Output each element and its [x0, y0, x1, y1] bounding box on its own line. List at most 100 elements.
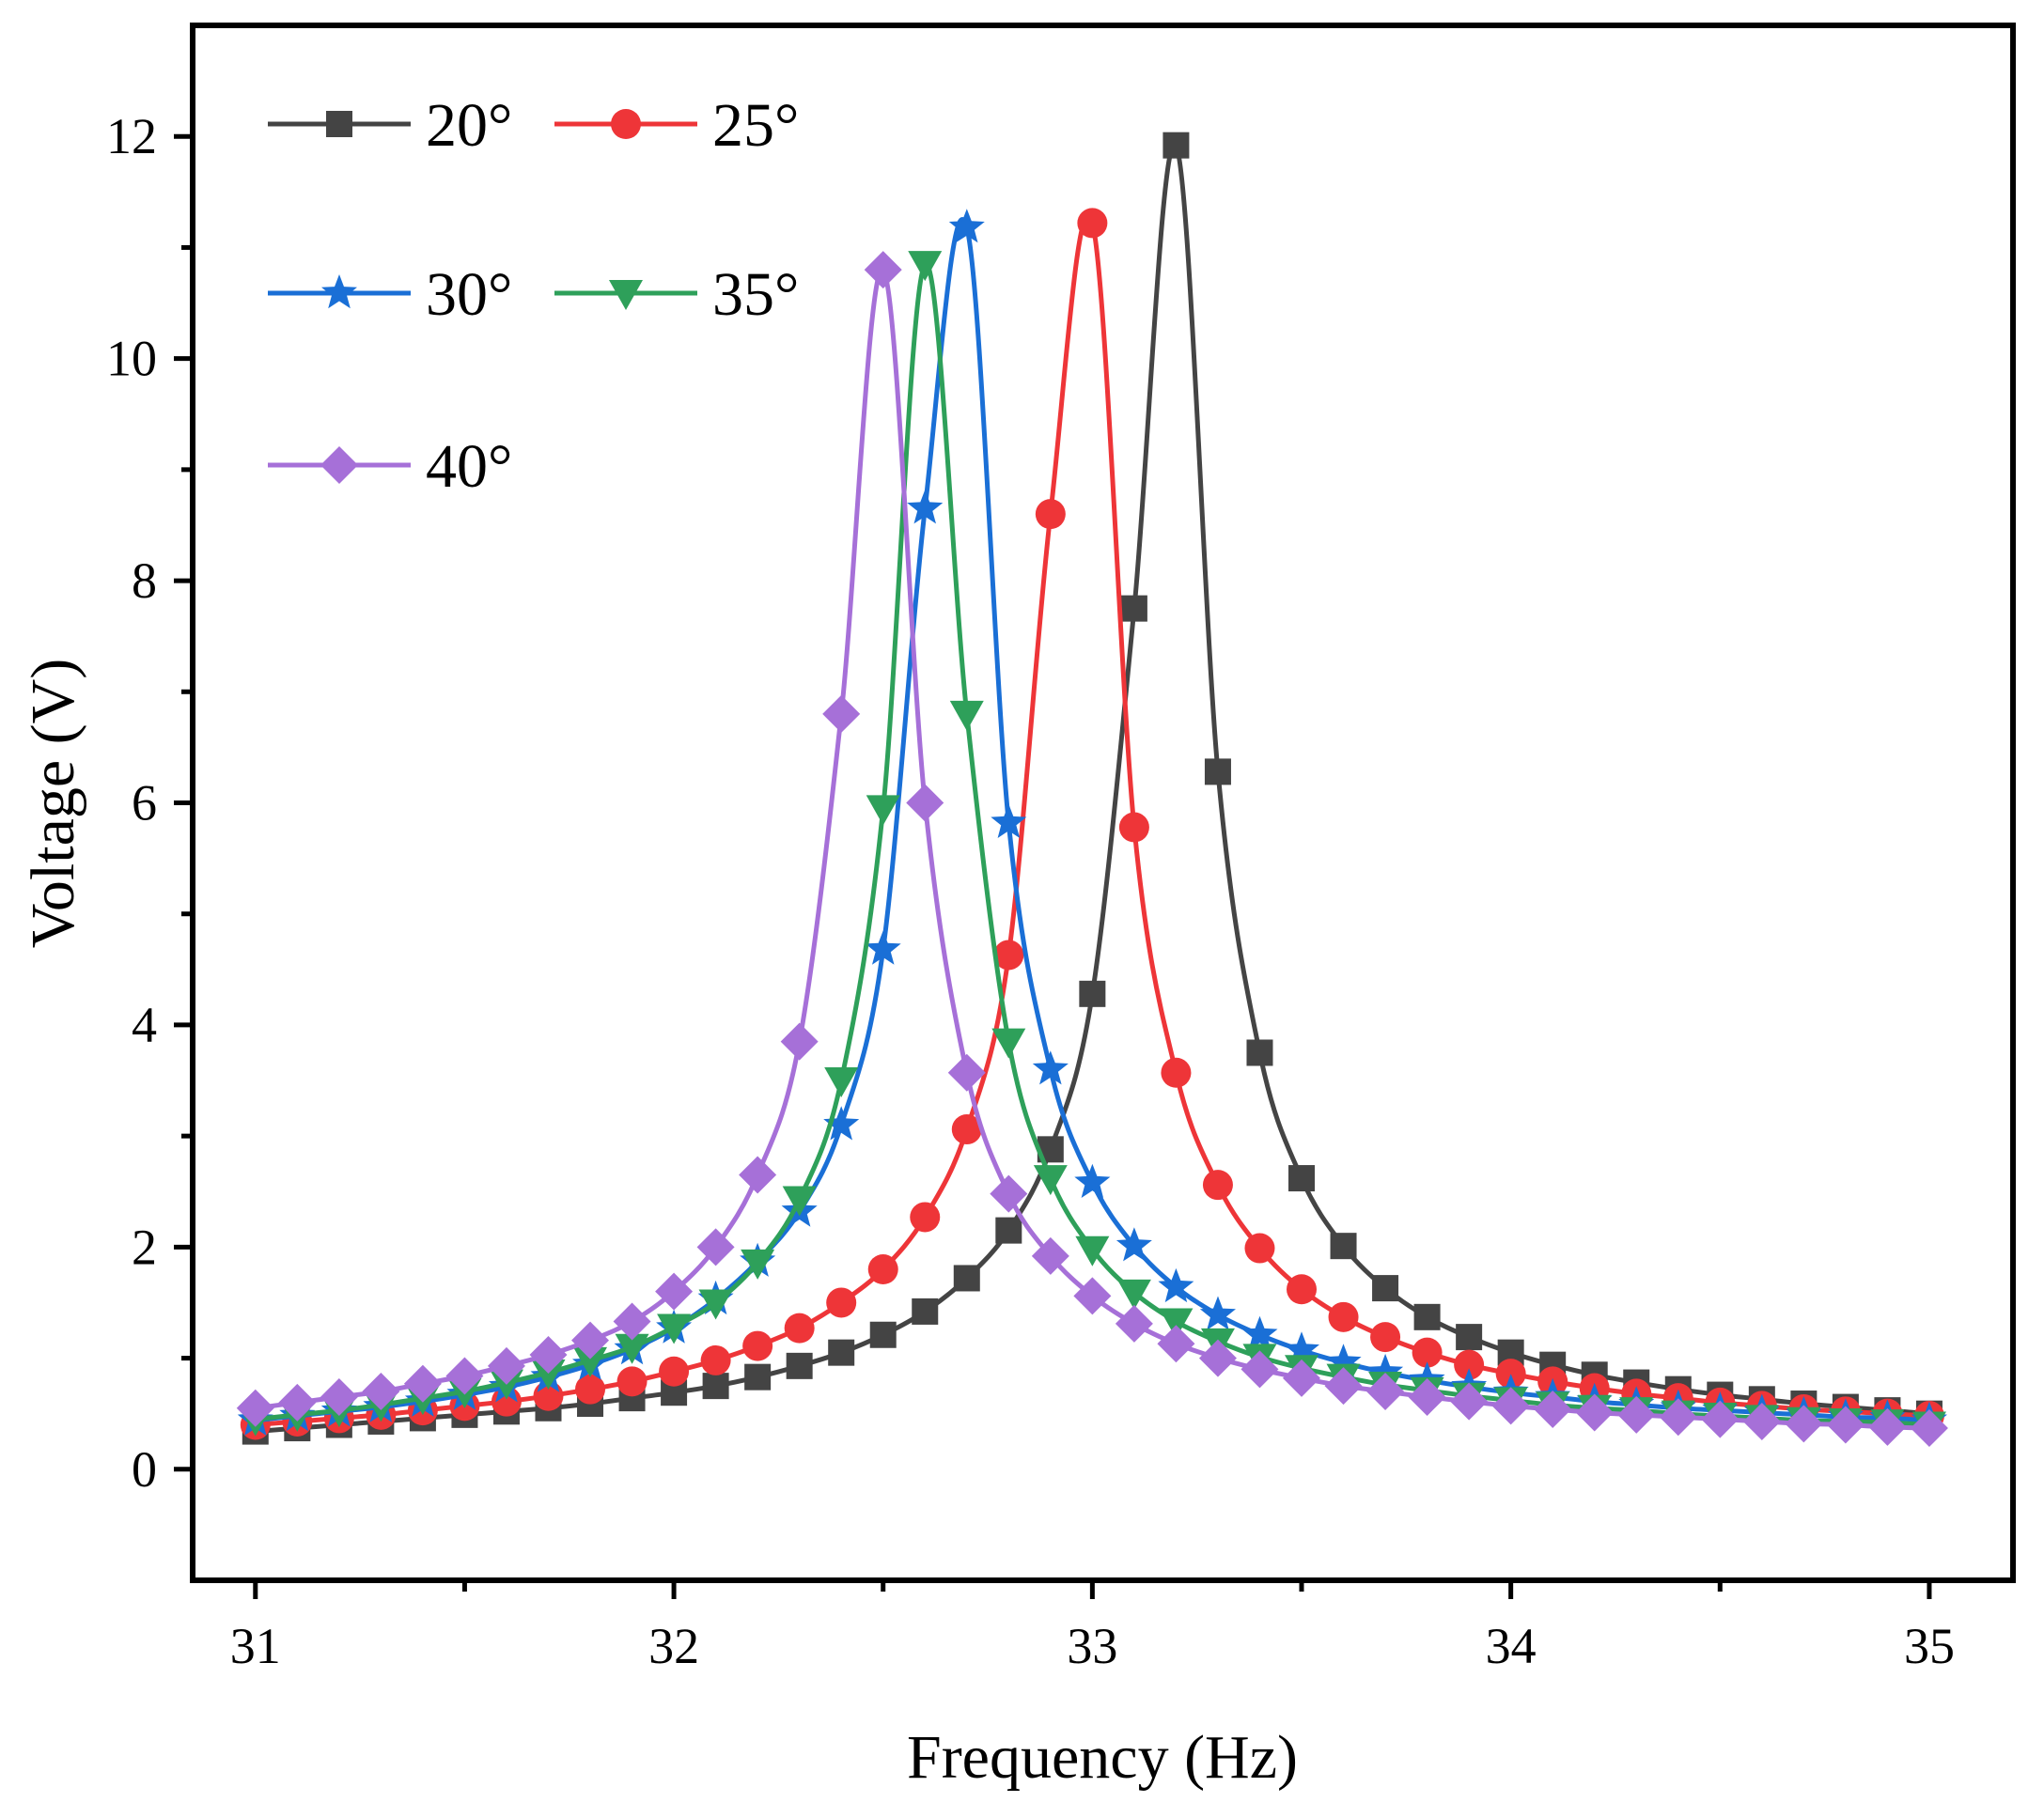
y-tick-label: 6	[132, 775, 157, 831]
data-point	[1075, 1235, 1110, 1266]
data-point	[782, 1186, 817, 1217]
data-point	[529, 1336, 568, 1375]
data-point	[1785, 1405, 1823, 1443]
data-point	[1324, 1367, 1363, 1406]
data-point	[1077, 208, 1108, 239]
legend-label: 35°	[712, 260, 799, 329]
data-point	[1456, 1324, 1483, 1351]
data-point	[906, 784, 944, 822]
data-point	[1116, 1279, 1151, 1310]
data-point	[1287, 1274, 1318, 1305]
data-point	[1372, 1275, 1399, 1302]
data-point	[953, 1265, 980, 1292]
data-point	[864, 251, 902, 289]
data-point	[1284, 1331, 1319, 1366]
data-point	[1240, 1350, 1279, 1389]
data-point	[613, 1302, 651, 1341]
data-point	[700, 1344, 731, 1375]
data-point	[910, 1202, 941, 1233]
data-point	[1073, 1277, 1112, 1315]
y-tick-label: 4	[132, 997, 157, 1053]
data-point	[1116, 1227, 1152, 1262]
data-point	[1910, 1409, 1948, 1448]
data-point	[907, 489, 944, 524]
data-point	[867, 1254, 898, 1284]
x-axis-title: Frequency (Hz)	[907, 1723, 1298, 1792]
series-layer	[236, 132, 1948, 1448]
data-point	[865, 930, 901, 965]
legend-item: 25°	[554, 91, 799, 160]
data-point	[573, 1346, 608, 1377]
data-point	[1244, 1233, 1275, 1264]
data-point	[1074, 1163, 1111, 1198]
data-point	[948, 209, 985, 243]
data-point	[784, 1313, 815, 1344]
data-point	[531, 1359, 566, 1390]
data-point	[1246, 1039, 1273, 1066]
data-point	[1868, 1407, 1907, 1446]
data-point	[616, 1366, 648, 1397]
data-point	[786, 1352, 813, 1379]
data-point	[1408, 1377, 1446, 1416]
data-point	[947, 1053, 986, 1092]
data-point	[575, 1374, 606, 1405]
data-point	[1575, 1393, 1614, 1432]
data-point	[1115, 1304, 1153, 1343]
data-point	[1370, 1322, 1401, 1353]
data-point	[1158, 1267, 1194, 1303]
x-tick-label: 33	[1067, 1618, 1117, 1674]
data-point	[822, 694, 861, 733]
legend-item: 20°	[268, 91, 512, 160]
data-point	[1288, 1165, 1316, 1192]
plot-frame	[190, 23, 2016, 1583]
data-point	[655, 1272, 694, 1311]
data-point	[1826, 1406, 1865, 1444]
data-point	[403, 1364, 442, 1403]
data-point	[1031, 1236, 1069, 1275]
data-point	[1450, 1382, 1489, 1421]
data-point	[780, 1022, 819, 1061]
data-point	[1701, 1400, 1740, 1438]
data-point	[1325, 1344, 1362, 1378]
legend-item: 30°	[268, 260, 512, 329]
data-point	[1495, 1359, 1526, 1390]
data-point	[659, 1356, 690, 1387]
data-point	[698, 1289, 733, 1320]
y-tick-label: 0	[132, 1441, 157, 1498]
data-point	[445, 1357, 484, 1395]
series-4	[236, 251, 1948, 1448]
data-point	[1328, 1301, 1359, 1332]
data-point	[1241, 1315, 1278, 1350]
data-point	[1330, 1233, 1357, 1260]
data-point	[742, 1330, 773, 1361]
data-point	[828, 1339, 855, 1366]
data-point	[951, 1114, 982, 1145]
legend-label: 20°	[426, 91, 512, 160]
legend-marker	[320, 446, 358, 484]
data-point	[657, 1313, 692, 1344]
legend-marker	[609, 280, 643, 310]
data-point	[1202, 1170, 1233, 1201]
data-point	[1659, 1398, 1697, 1437]
legend-item: 40°	[268, 432, 512, 501]
data-point	[278, 1383, 317, 1422]
data-point	[571, 1321, 610, 1360]
data-point	[990, 1174, 1028, 1213]
data-point	[615, 1333, 649, 1364]
data-point	[824, 1067, 859, 1098]
data-point	[1367, 1353, 1404, 1389]
y-tick-label: 12	[106, 108, 157, 164]
legend-item: 35°	[554, 260, 799, 329]
data-point	[1198, 1339, 1237, 1377]
data-point	[741, 1249, 775, 1280]
data-point	[823, 1106, 860, 1141]
data-point	[949, 700, 984, 731]
data-point	[826, 1287, 857, 1318]
data-point	[1617, 1395, 1656, 1434]
legend: 20° 25° 30° 35° 40°	[268, 91, 799, 501]
legend-marker	[321, 274, 357, 309]
data-point	[1491, 1387, 1530, 1425]
data-point	[1454, 1349, 1485, 1380]
data-point	[1033, 1165, 1068, 1196]
data-point	[1157, 1325, 1195, 1363]
